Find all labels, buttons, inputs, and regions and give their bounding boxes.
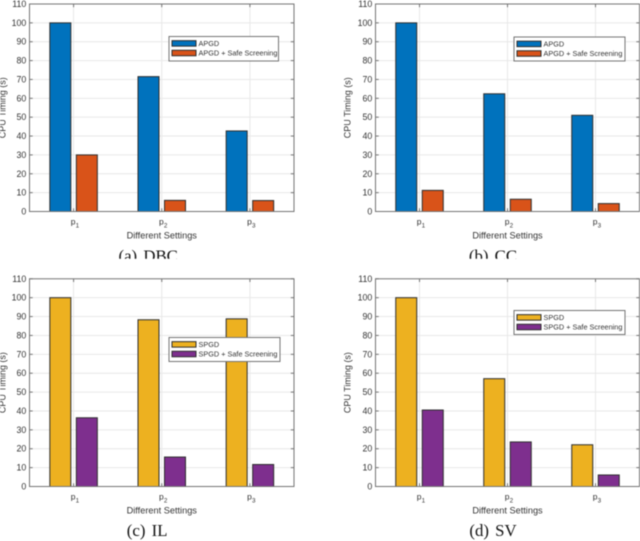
svg-text:80: 80 bbox=[363, 56, 373, 66]
svg-text:20: 20 bbox=[363, 444, 373, 454]
svg-text:50: 50 bbox=[363, 387, 373, 397]
svg-text:90: 90 bbox=[17, 312, 27, 322]
svg-text:CPU Timing (s): CPU Timing (s) bbox=[0, 352, 8, 413]
svg-text:80: 80 bbox=[17, 330, 27, 340]
svg-text:p: p bbox=[505, 217, 510, 227]
svg-text:60: 60 bbox=[17, 368, 27, 378]
svg-text:100: 100 bbox=[12, 18, 27, 28]
svg-text:0: 0 bbox=[367, 482, 372, 492]
svg-text:p: p bbox=[247, 217, 252, 227]
svg-text:3: 3 bbox=[598, 223, 602, 230]
svg-text:30: 30 bbox=[363, 425, 373, 435]
svg-text:0: 0 bbox=[21, 207, 26, 217]
svg-text:2: 2 bbox=[510, 498, 514, 505]
svg-text:40: 40 bbox=[363, 131, 373, 141]
svg-text:p: p bbox=[593, 492, 598, 502]
svg-text:110: 110 bbox=[358, 274, 372, 284]
svg-text:100: 100 bbox=[358, 293, 373, 303]
svg-text:p: p bbox=[593, 217, 598, 227]
svg-text:10: 10 bbox=[17, 463, 27, 473]
svg-text:(d) SV: (d) SV bbox=[469, 521, 516, 540]
svg-text:Different Settings: Different Settings bbox=[127, 231, 198, 241]
svg-text:50: 50 bbox=[363, 112, 373, 122]
svg-text:60: 60 bbox=[363, 93, 373, 103]
svg-text:3: 3 bbox=[252, 223, 256, 230]
svg-text:p: p bbox=[505, 492, 510, 502]
svg-text:p: p bbox=[159, 217, 164, 227]
svg-text:20: 20 bbox=[17, 444, 27, 454]
svg-text:CPU Timing (s): CPU Timing (s) bbox=[343, 352, 353, 413]
svg-text:40: 40 bbox=[17, 131, 27, 141]
svg-text:10: 10 bbox=[17, 188, 27, 198]
svg-text:SPGD + Safe Screening: SPGD + Safe Screening bbox=[544, 323, 623, 332]
svg-text:100: 100 bbox=[12, 293, 27, 303]
svg-text:20: 20 bbox=[17, 169, 27, 179]
svg-text:110: 110 bbox=[12, 274, 26, 284]
svg-text:10: 10 bbox=[363, 463, 373, 473]
svg-text:80: 80 bbox=[17, 56, 27, 66]
svg-text:APGD + Safe Screening: APGD + Safe Screening bbox=[544, 49, 623, 58]
svg-text:Different Settings: Different Settings bbox=[472, 231, 543, 241]
svg-text:70: 70 bbox=[363, 74, 373, 84]
svg-text:0: 0 bbox=[367, 207, 372, 217]
svg-text:CPU Timing (s): CPU Timing (s) bbox=[0, 77, 8, 138]
svg-text:APGD: APGD bbox=[544, 40, 565, 49]
svg-text:70: 70 bbox=[17, 74, 27, 84]
svg-text:30: 30 bbox=[17, 150, 27, 160]
svg-text:110: 110 bbox=[12, 0, 26, 9]
svg-text:Different Settings: Different Settings bbox=[472, 506, 543, 516]
svg-text:10: 10 bbox=[363, 188, 373, 198]
svg-text:1: 1 bbox=[422, 223, 426, 230]
svg-text:0: 0 bbox=[21, 482, 26, 492]
svg-text:50: 50 bbox=[17, 112, 27, 122]
svg-text:30: 30 bbox=[17, 425, 27, 435]
svg-text:110: 110 bbox=[358, 0, 372, 9]
svg-text:3: 3 bbox=[598, 498, 602, 505]
svg-text:1: 1 bbox=[76, 223, 80, 230]
svg-text:p: p bbox=[417, 217, 422, 227]
svg-text:SPGD: SPGD bbox=[199, 340, 220, 349]
svg-text:2: 2 bbox=[164, 498, 168, 505]
svg-text:3: 3 bbox=[252, 498, 256, 505]
svg-text:30: 30 bbox=[363, 150, 373, 160]
svg-text:(c) IL: (c) IL bbox=[127, 521, 168, 540]
svg-text:90: 90 bbox=[363, 312, 373, 322]
svg-text:60: 60 bbox=[363, 368, 373, 378]
svg-text:p: p bbox=[71, 492, 76, 502]
svg-text:2: 2 bbox=[164, 223, 168, 230]
svg-text:APGD: APGD bbox=[199, 39, 220, 48]
svg-text:p: p bbox=[159, 492, 164, 502]
svg-text:(b) CC: (b) CC bbox=[469, 247, 517, 266]
svg-text:APGD + Safe Screening: APGD + Safe Screening bbox=[199, 49, 278, 58]
svg-text:40: 40 bbox=[17, 406, 27, 416]
svg-text:1: 1 bbox=[422, 498, 426, 505]
svg-text:80: 80 bbox=[363, 330, 373, 340]
svg-text:p: p bbox=[247, 492, 252, 502]
svg-text:SPGD: SPGD bbox=[544, 313, 565, 322]
svg-text:90: 90 bbox=[17, 37, 27, 47]
svg-text:p: p bbox=[71, 217, 76, 227]
svg-text:CPU Timing (s): CPU Timing (s) bbox=[343, 77, 353, 138]
svg-text:70: 70 bbox=[17, 349, 27, 359]
svg-text:90: 90 bbox=[363, 37, 373, 47]
svg-text:60: 60 bbox=[17, 93, 27, 103]
svg-text:50: 50 bbox=[17, 387, 27, 397]
svg-text:2: 2 bbox=[510, 223, 514, 230]
svg-text:SPGD + Safe Screening: SPGD + Safe Screening bbox=[199, 350, 278, 359]
svg-text:20: 20 bbox=[363, 169, 373, 179]
svg-text:p: p bbox=[417, 492, 422, 502]
svg-text:100: 100 bbox=[358, 18, 373, 28]
svg-text:1: 1 bbox=[76, 498, 80, 505]
svg-text:(a) DBC: (a) DBC bbox=[119, 247, 178, 266]
svg-text:40: 40 bbox=[363, 406, 373, 416]
svg-text:Different Settings: Different Settings bbox=[127, 506, 198, 516]
svg-text:70: 70 bbox=[363, 349, 373, 359]
